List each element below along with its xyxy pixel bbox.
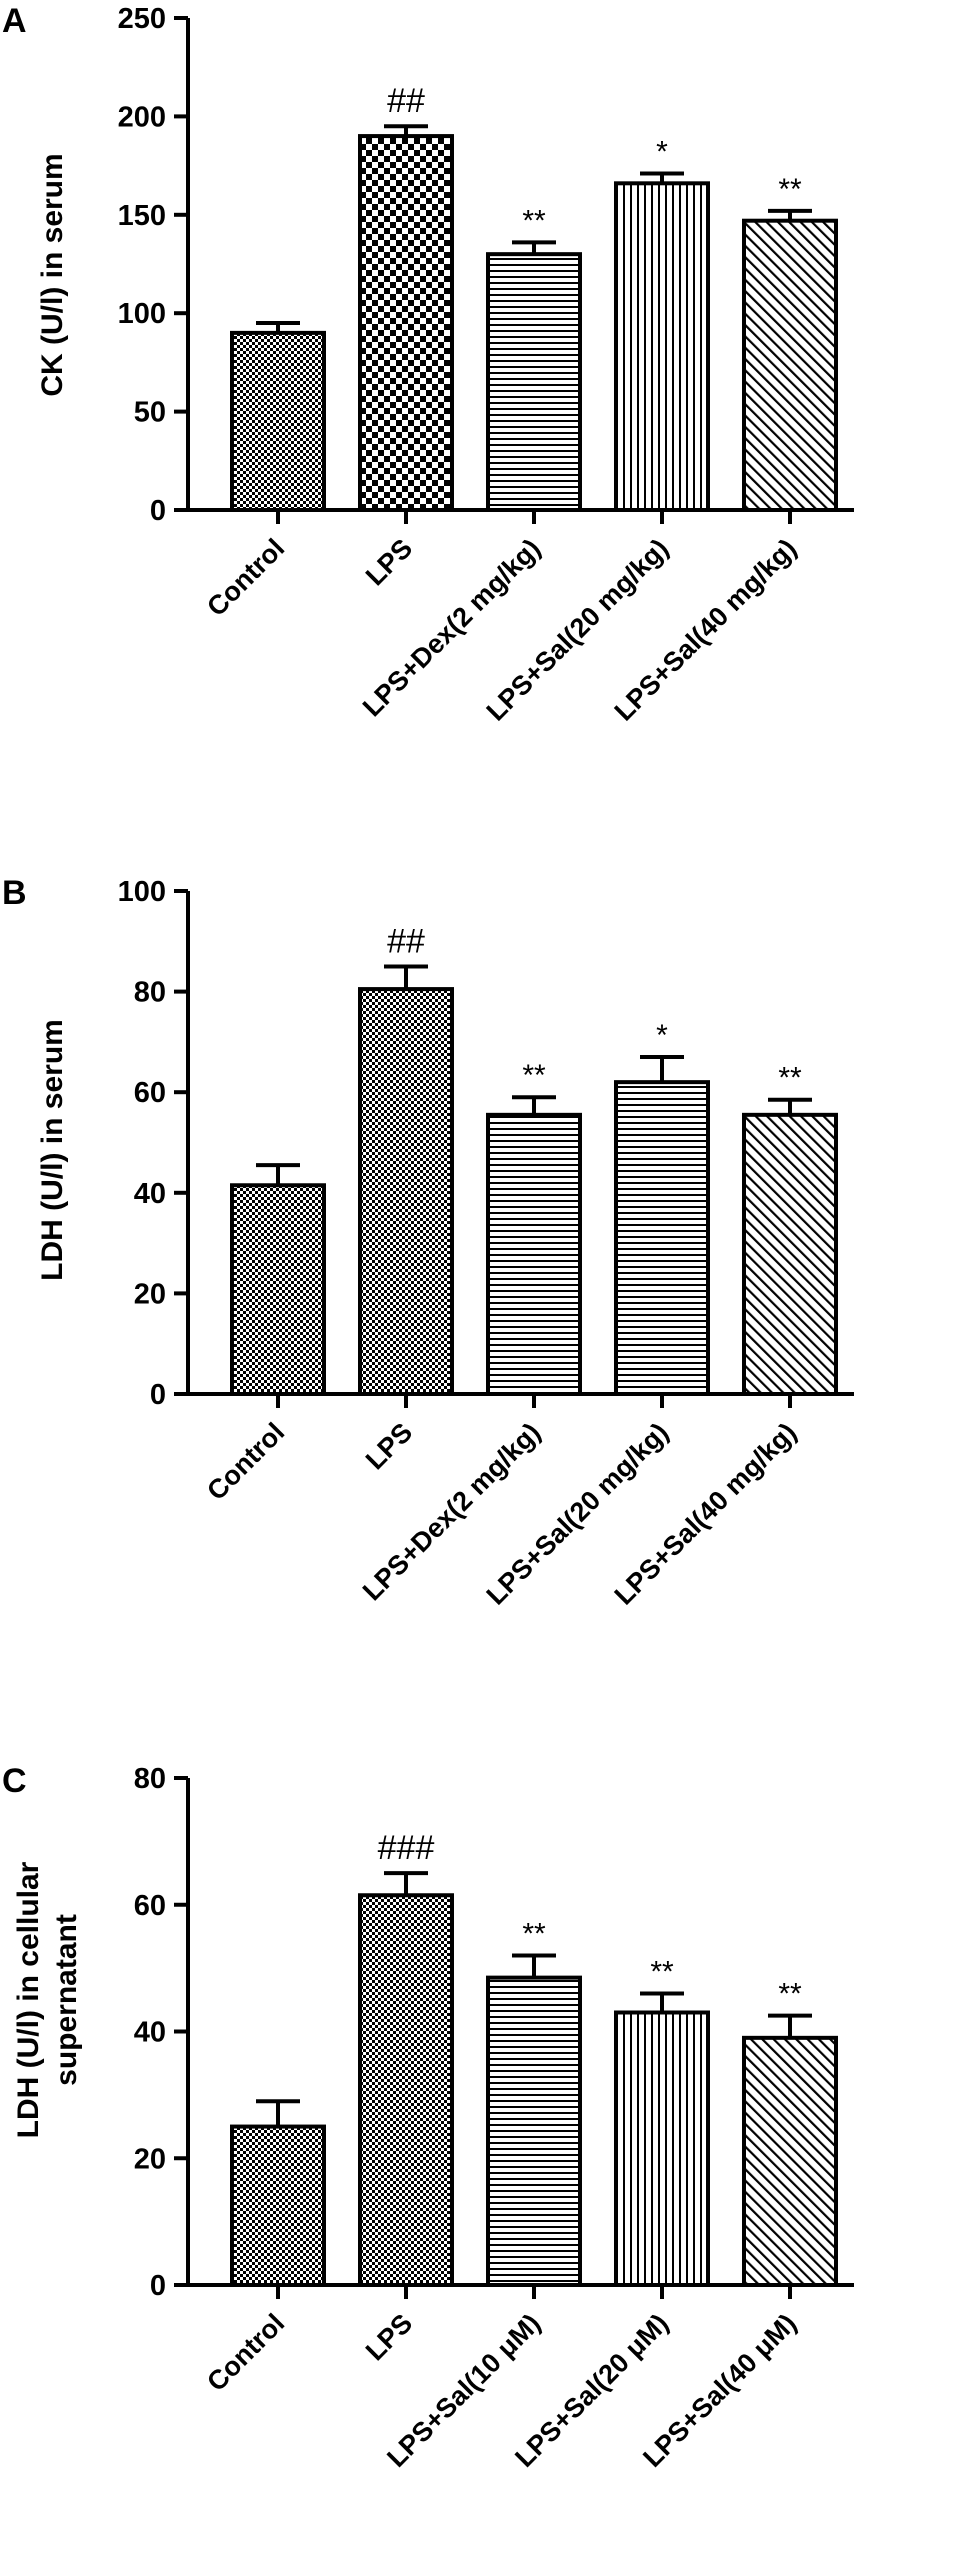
bar <box>358 987 454 1397</box>
y-tick-label: 50 <box>134 397 166 429</box>
y-tick-label: 80 <box>134 1763 166 1795</box>
significance-label: ## <box>387 82 425 120</box>
panel-c-letter: C <box>2 1762 27 1800</box>
panel-c-ylabel-part2: supernatant <box>50 1914 83 2086</box>
bar <box>486 252 582 512</box>
bar <box>230 2124 326 2287</box>
x-tick-label: LPS <box>360 1417 418 1475</box>
significance-label: ** <box>522 1917 546 1950</box>
significance-label: * <box>656 135 668 168</box>
bar <box>742 2035 838 2288</box>
panel-a: A CK (U/l) in serum 0 50 100 150 200 250 Contr… <box>2 2 854 727</box>
y-tick-label: 40 <box>134 1178 166 1210</box>
significance-label: ** <box>650 1955 674 1988</box>
panel-c-ylabel-line2: supernatant <box>50 1914 83 2086</box>
y-tick-label: 80 <box>134 977 166 1009</box>
y-tick-label: 0 <box>150 2270 166 2302</box>
significance-label: * <box>656 1019 668 1052</box>
panel-b-ylabel: LDH (U/l) in serum <box>36 1019 69 1281</box>
bar <box>614 181 710 512</box>
significance-label: ** <box>522 204 546 237</box>
significance-label: ** <box>778 173 802 206</box>
y-tick-label: 250 <box>118 3 166 35</box>
significance-label: ** <box>522 1059 546 1092</box>
x-tick-label: Control <box>201 2308 290 2397</box>
panel-a-letter: A <box>2 2 27 40</box>
y-tick-label: 0 <box>150 495 166 527</box>
panel-b: B LDH (U/l) in serum 0 20 40 60 80 100 Control… <box>2 874 854 1611</box>
bar <box>742 1112 838 1396</box>
significance-label: ** <box>778 1062 802 1095</box>
bar <box>614 1080 710 1396</box>
significance-label: ** <box>778 1978 802 2011</box>
y-tick-label: 200 <box>118 101 166 133</box>
bar <box>358 1893 454 2288</box>
significance-label: ## <box>387 922 425 960</box>
bar <box>230 330 326 512</box>
bar <box>486 1112 582 1396</box>
y-tick-label: 60 <box>134 1890 166 1922</box>
bar <box>614 2010 710 2288</box>
x-tick-label: LPS <box>360 2308 418 2366</box>
x-tick-label: Control <box>201 1417 290 1506</box>
panel-c: C LDH (U/l) in cellular supernatant 0 20 4… <box>2 1762 854 2473</box>
significance-label: ### <box>378 1829 435 1867</box>
y-tick-label: 60 <box>134 1077 166 1109</box>
y-tick-label: 40 <box>134 2017 166 2049</box>
bar <box>358 134 454 513</box>
x-tick-label: Control <box>201 533 290 622</box>
y-tick-label: 100 <box>118 298 166 330</box>
bar <box>742 218 838 512</box>
bar <box>230 1183 326 1396</box>
panel-c-ylabel-line1: LDH (U/l) in cellular <box>12 1861 45 2138</box>
panel-c-ylabel-part1: LDH (U/l) in cellular <box>12 1861 45 2138</box>
bar <box>486 1975 582 2287</box>
y-tick-label: 150 <box>118 200 166 232</box>
y-tick-label: 20 <box>134 1278 166 1310</box>
y-tick-label: 100 <box>118 876 166 908</box>
panel-b-letter: B <box>2 874 27 912</box>
x-tick-label: LPS <box>360 533 418 591</box>
panel-a-ylabel: CK (U/l) in serum <box>36 153 69 396</box>
y-tick-label: 0 <box>150 1379 166 1411</box>
y-tick-label: 20 <box>134 2143 166 2175</box>
